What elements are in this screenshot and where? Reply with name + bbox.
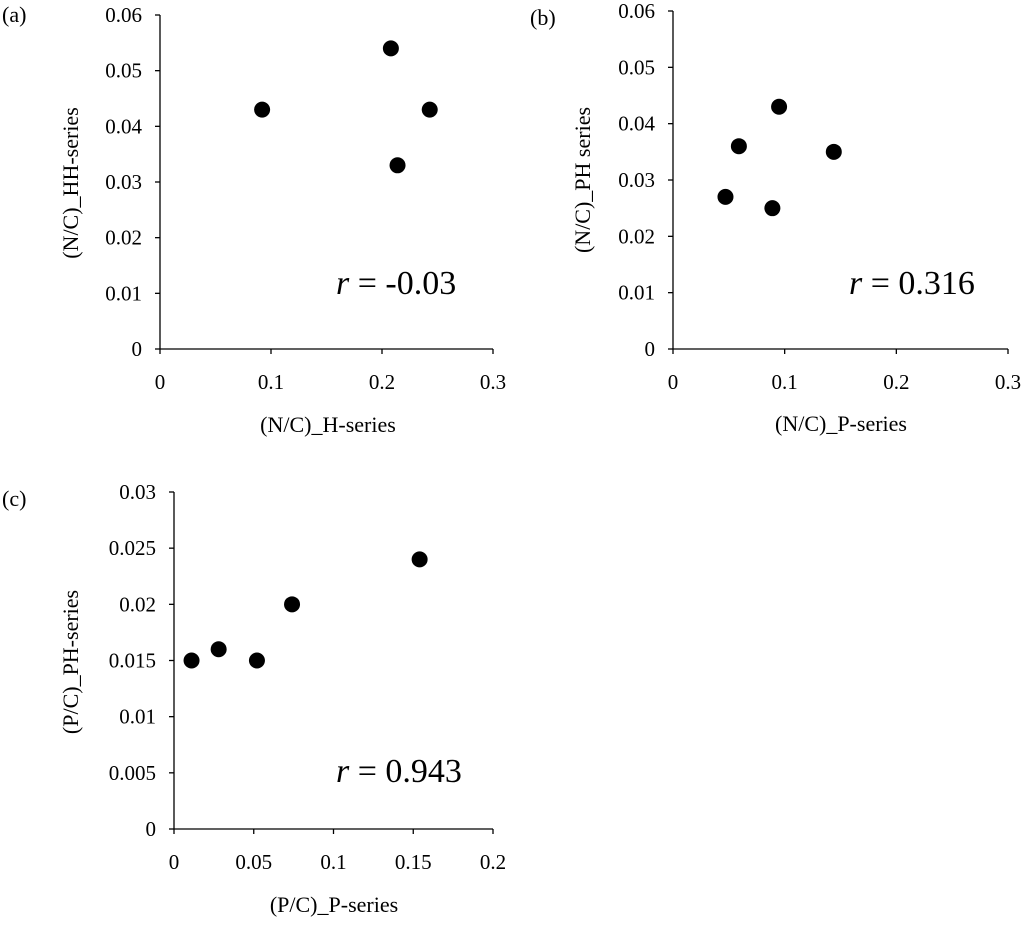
data-point xyxy=(825,143,842,160)
correlation-annotation: r = -0.03 xyxy=(336,265,456,302)
correlation-symbol: r xyxy=(849,265,863,302)
y-tick-labels: 0 0.005 0.01 0.015 0.02 0.025 0.03 xyxy=(109,480,174,841)
y-tick-label: 0.025 xyxy=(109,536,156,560)
y-tick-label: 0.06 xyxy=(105,3,142,27)
correlation-symbol: r xyxy=(336,753,350,790)
y-axis-label: (P/C)_PH-series xyxy=(58,590,83,734)
data-point xyxy=(389,157,406,174)
y-tick-label: 0.005 xyxy=(109,761,156,785)
panel-b: (b) (N/C)_P-series (N/C)_PH series r = 0… xyxy=(530,0,1021,436)
x-tick-label: 0.15 xyxy=(395,850,432,874)
panel-label: (b) xyxy=(530,5,556,30)
data-point xyxy=(421,101,438,118)
panel-a: (a) (N/C)_H-series (N/C)_HH-series r = -… xyxy=(2,2,506,437)
y-tick-label: 0 xyxy=(645,337,656,361)
correlation-annotation: r = 0.943 xyxy=(336,753,462,790)
y-tick-label: 0.03 xyxy=(105,170,142,194)
x-tick-label: 0.2 xyxy=(883,370,909,394)
y-tick-label: 0.01 xyxy=(119,705,156,729)
x-tick-label: 0 xyxy=(169,850,180,874)
data-point xyxy=(771,98,788,115)
y-tick-label: 0.05 xyxy=(618,55,655,79)
correlation-value: = -0.03 xyxy=(349,265,456,302)
y-tick-label: 0.02 xyxy=(618,224,655,248)
data-point xyxy=(210,641,227,658)
y-tick-label: 0.02 xyxy=(105,226,142,250)
y-axis-label: (N/C)_HH-series xyxy=(58,107,83,259)
data-point xyxy=(248,652,265,669)
data-point xyxy=(284,596,301,613)
data-point xyxy=(730,138,747,155)
x-axis-label: (N/C)_P-series xyxy=(775,411,907,436)
y-tick-label: 0.03 xyxy=(618,168,655,192)
correlation-value: = 0.316 xyxy=(862,265,975,302)
y-tick-label: 0.03 xyxy=(119,480,156,504)
data-point xyxy=(717,188,734,205)
x-tick-label: 0.05 xyxy=(235,850,272,874)
correlation-value: = 0.943 xyxy=(349,753,462,790)
panel-c: (c) (P/C)_P-series (P/C)_PH-series r = 0… xyxy=(2,480,506,917)
x-tick-label: 0 xyxy=(155,370,166,394)
data-point xyxy=(411,551,428,568)
data-point xyxy=(183,652,200,669)
x-axis-label: (N/C)_H-series xyxy=(260,412,396,437)
data-point xyxy=(764,200,781,217)
x-tick-label: 0.1 xyxy=(320,850,346,874)
x-axis-label: (P/C)_P-series xyxy=(270,892,398,917)
panel-label: (c) xyxy=(2,486,26,511)
data-points xyxy=(254,40,438,174)
x-tick-label: 0.3 xyxy=(480,370,506,394)
data-point xyxy=(254,101,271,118)
x-tick-label: 0 xyxy=(668,370,679,394)
data-points xyxy=(183,551,428,669)
panel-label: (a) xyxy=(2,2,26,27)
x-tick-label: 0.1 xyxy=(258,370,284,394)
x-tick-labels: 0 0.05 0.1 0.15 0.2 xyxy=(169,829,506,874)
y-tick-labels: 0 0.01 0.02 0.03 0.04 0.05 0.06 xyxy=(618,0,673,361)
correlation-symbol: r xyxy=(336,265,350,302)
y-tick-label: 0 xyxy=(146,817,157,841)
y-tick-label: 0.01 xyxy=(618,281,655,305)
y-axis-label: (N/C)_PH series xyxy=(570,107,595,253)
x-tick-labels: 0 0.1 0.2 0.3 xyxy=(668,349,1021,394)
y-tick-labels: 0 0.01 0.02 0.03 0.04 0.05 0.06 xyxy=(105,3,160,361)
y-tick-label: 0.06 xyxy=(618,0,655,23)
y-tick-label: 0.02 xyxy=(119,592,156,616)
x-tick-label: 0.1 xyxy=(772,370,798,394)
x-tick-label: 0.3 xyxy=(995,370,1021,394)
y-tick-label: 0.04 xyxy=(618,112,655,136)
data-points xyxy=(717,98,842,217)
y-tick-label: 0.015 xyxy=(109,649,156,673)
correlation-annotation: r = 0.316 xyxy=(849,265,975,302)
y-tick-label: 0.04 xyxy=(105,114,142,138)
y-tick-label: 0.05 xyxy=(105,59,142,83)
y-tick-label: 0.01 xyxy=(105,281,142,305)
y-tick-label: 0 xyxy=(132,337,143,361)
x-tick-label: 0.2 xyxy=(480,850,506,874)
x-tick-labels: 0 0.1 0.2 0.3 xyxy=(155,349,506,394)
x-tick-label: 0.2 xyxy=(369,370,395,394)
data-point xyxy=(382,40,399,57)
